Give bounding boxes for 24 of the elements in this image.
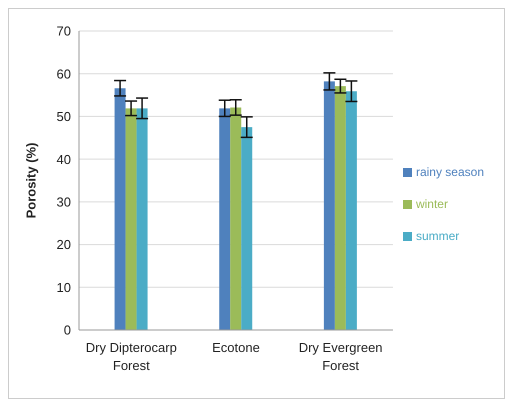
- legend-label: winter: [416, 196, 448, 210]
- y-tick-label: 40: [56, 152, 71, 167]
- bar: [324, 81, 335, 330]
- y-axis-title: Porosity (%): [24, 142, 39, 218]
- bar: [230, 107, 242, 330]
- x-tick-label: Dry Evergreen Forest: [298, 340, 383, 373]
- legend-label: summer: [416, 228, 460, 242]
- y-tick-label: 20: [56, 237, 71, 252]
- y-tick-label: 50: [56, 109, 71, 124]
- bar: [334, 86, 346, 330]
- legend-label: rainy season: [416, 164, 484, 178]
- bar: [114, 88, 126, 330]
- bar: [241, 127, 252, 330]
- x-tick-label: Dry Dipterocarp Forest: [86, 340, 177, 373]
- y-tick-label: 0: [64, 322, 71, 338]
- bar: [126, 108, 137, 330]
- bar: [219, 108, 230, 330]
- bar: [136, 108, 148, 330]
- x-tick-label: Ecotone: [212, 340, 260, 355]
- y-tick-label: 30: [56, 194, 71, 210]
- bar: [346, 91, 357, 330]
- y-tick-label: 10: [56, 280, 71, 295]
- y-tick-label: 70: [56, 24, 71, 39]
- y-tick-label: 60: [56, 66, 71, 82]
